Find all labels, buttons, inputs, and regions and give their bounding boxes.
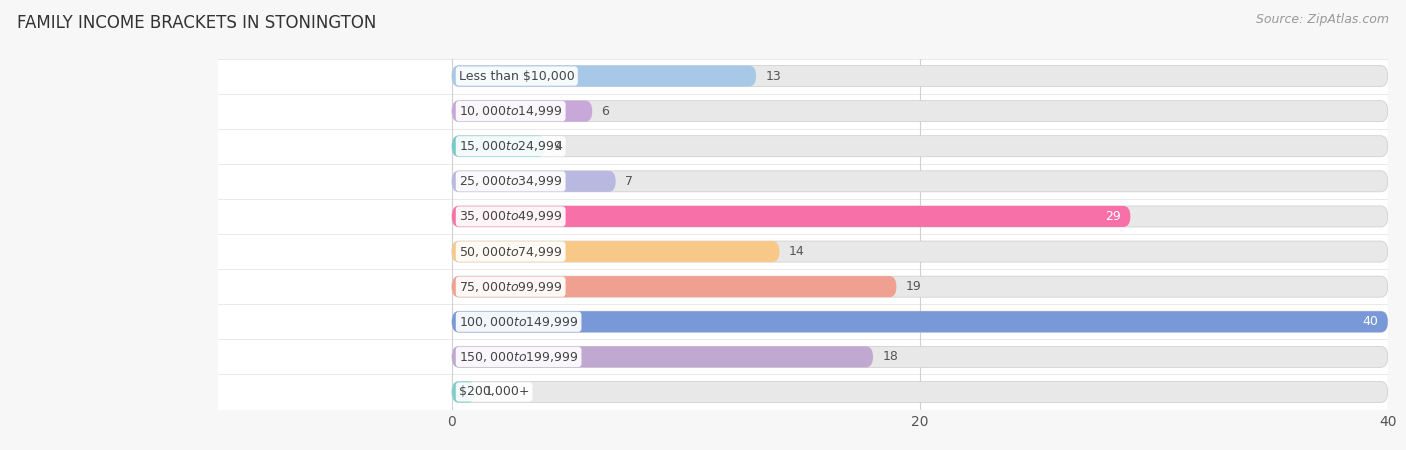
Text: 1: 1: [485, 386, 492, 398]
FancyBboxPatch shape: [451, 136, 1388, 157]
Text: 18: 18: [883, 351, 898, 363]
Text: $15,000 to $24,999: $15,000 to $24,999: [458, 139, 562, 153]
Bar: [218, 164, 1388, 199]
FancyBboxPatch shape: [451, 276, 897, 297]
FancyBboxPatch shape: [451, 101, 592, 122]
Text: $75,000 to $99,999: $75,000 to $99,999: [458, 279, 562, 294]
Text: $50,000 to $74,999: $50,000 to $74,999: [458, 244, 562, 259]
Bar: [218, 94, 1388, 129]
Bar: [218, 304, 1388, 339]
Bar: [218, 339, 1388, 374]
Text: $200,000+: $200,000+: [458, 386, 530, 398]
Text: 7: 7: [626, 175, 633, 188]
FancyBboxPatch shape: [451, 171, 1388, 192]
Bar: [218, 129, 1388, 164]
FancyBboxPatch shape: [451, 311, 1388, 332]
FancyBboxPatch shape: [451, 346, 1388, 367]
Text: $150,000 to $199,999: $150,000 to $199,999: [458, 350, 578, 364]
Bar: [218, 269, 1388, 304]
Bar: [218, 58, 1388, 94]
FancyBboxPatch shape: [451, 241, 1388, 262]
Text: $100,000 to $149,999: $100,000 to $149,999: [458, 315, 578, 329]
Bar: [218, 234, 1388, 269]
FancyBboxPatch shape: [451, 101, 1388, 122]
Text: 14: 14: [789, 245, 804, 258]
Bar: [218, 374, 1388, 410]
FancyBboxPatch shape: [451, 171, 616, 192]
FancyBboxPatch shape: [451, 66, 756, 86]
FancyBboxPatch shape: [451, 206, 1130, 227]
Text: Less than $10,000: Less than $10,000: [458, 70, 575, 82]
Text: $35,000 to $49,999: $35,000 to $49,999: [458, 209, 562, 224]
FancyBboxPatch shape: [451, 206, 1388, 227]
FancyBboxPatch shape: [451, 241, 779, 262]
FancyBboxPatch shape: [451, 311, 1388, 332]
Bar: [218, 199, 1388, 234]
Text: $25,000 to $34,999: $25,000 to $34,999: [458, 174, 562, 189]
FancyBboxPatch shape: [451, 346, 873, 367]
Text: Source: ZipAtlas.com: Source: ZipAtlas.com: [1256, 14, 1389, 27]
Text: $10,000 to $14,999: $10,000 to $14,999: [458, 104, 562, 118]
Text: 29: 29: [1105, 210, 1121, 223]
Text: 4: 4: [555, 140, 562, 153]
Text: 6: 6: [602, 105, 609, 117]
FancyBboxPatch shape: [451, 382, 1388, 402]
FancyBboxPatch shape: [451, 136, 546, 157]
Text: FAMILY INCOME BRACKETS IN STONINGTON: FAMILY INCOME BRACKETS IN STONINGTON: [17, 14, 377, 32]
FancyBboxPatch shape: [451, 66, 1388, 86]
Text: 19: 19: [905, 280, 921, 293]
Text: 13: 13: [765, 70, 782, 82]
FancyBboxPatch shape: [451, 382, 475, 402]
FancyBboxPatch shape: [451, 276, 1388, 297]
Text: 40: 40: [1362, 315, 1378, 328]
